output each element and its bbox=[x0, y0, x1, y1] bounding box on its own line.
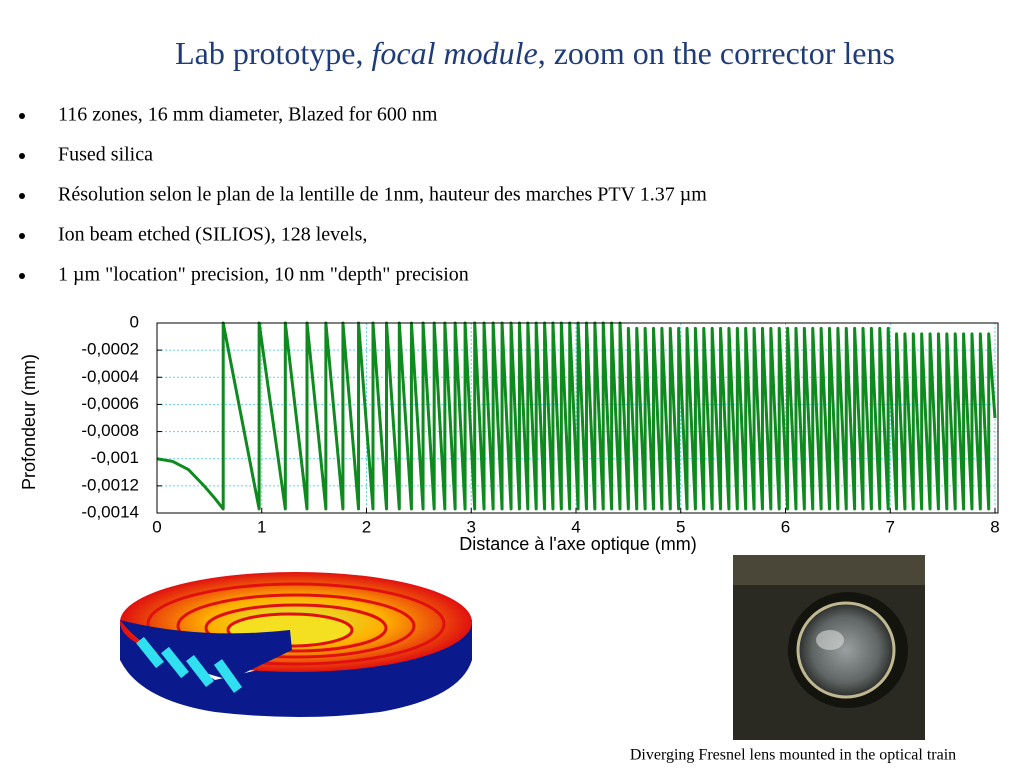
plot-frame bbox=[156, 322, 999, 514]
render-ring bbox=[204, 603, 388, 653]
x-tick-label: 3 bbox=[467, 517, 476, 536]
title-part: Lab prototype, bbox=[175, 35, 371, 71]
x-tick-label: 4 bbox=[571, 517, 580, 536]
render-ring bbox=[146, 582, 446, 666]
photo-reflection bbox=[816, 630, 844, 650]
bullet-dot bbox=[19, 193, 25, 199]
photo-mount bbox=[733, 555, 925, 585]
y-tick-label: -0,0002 bbox=[81, 340, 139, 359]
x-tick-label: 7 bbox=[886, 517, 895, 536]
bullet-dot bbox=[19, 113, 25, 119]
x-tick-label: 6 bbox=[781, 517, 790, 536]
bullet-dot bbox=[19, 233, 25, 239]
y-tick-label: 0 bbox=[130, 312, 139, 331]
photo-lens bbox=[796, 601, 896, 699]
chart: 0 1 2 3 4 5 6 7 8 0 -0,0002 -0,0004 -0,0006 -0,0008 -0… bbox=[19, 312, 1000, 553]
bullet-text: Ion beam etched (SILIOS), 128 levels, bbox=[58, 224, 367, 246]
x-axis-title: Distance à l'axe optique (mm) bbox=[459, 534, 697, 554]
x-tick-label: 1 bbox=[257, 517, 266, 536]
bullet-list: 116 zones, 16 mm diameter, Blazed for 60… bbox=[19, 104, 707, 286]
bullet-text: 1 µm "location" precision, 10 nm "depth"… bbox=[58, 264, 469, 286]
y-tick-label: -0,0004 bbox=[81, 367, 139, 386]
y-tick-label: -0,0008 bbox=[81, 421, 139, 440]
x-tick-label: 8 bbox=[990, 517, 999, 536]
bullet-text: 116 zones, 16 mm diameter, Blazed for 60… bbox=[58, 104, 438, 126]
slide-title: Lab prototype, focal module, zoom on the… bbox=[175, 35, 895, 71]
y-axis-title: Profondeur (mm) bbox=[19, 354, 39, 490]
y-tick-label: -0,0006 bbox=[81, 394, 139, 413]
data-line bbox=[156, 321, 997, 511]
y-tick-label: -0,0012 bbox=[81, 475, 139, 494]
title-part: , zoom on the corrector lens bbox=[538, 35, 895, 71]
title-part: focal module bbox=[372, 35, 538, 71]
lens-render bbox=[120, 572, 472, 717]
x-tick-label: 0 bbox=[152, 517, 161, 536]
x-tick-label: 2 bbox=[362, 517, 371, 536]
x-tick-label: 5 bbox=[676, 517, 685, 536]
lens-photo bbox=[733, 555, 925, 740]
bullet-dot bbox=[19, 273, 25, 279]
render-ring bbox=[176, 593, 416, 659]
render-cut bbox=[120, 620, 292, 680]
y-tick-label: -0,0014 bbox=[81, 502, 139, 521]
bullet-dot bbox=[19, 153, 25, 159]
photo-caption: Diverging Fresnel lens mounted in the op… bbox=[630, 747, 956, 764]
bullet-text: Fused silica bbox=[58, 144, 153, 166]
render-cut-faces bbox=[136, 636, 243, 693]
y-tick-label: -0,001 bbox=[91, 448, 139, 467]
bullet-text: Résolution selon le plan de la lentille … bbox=[58, 184, 707, 206]
